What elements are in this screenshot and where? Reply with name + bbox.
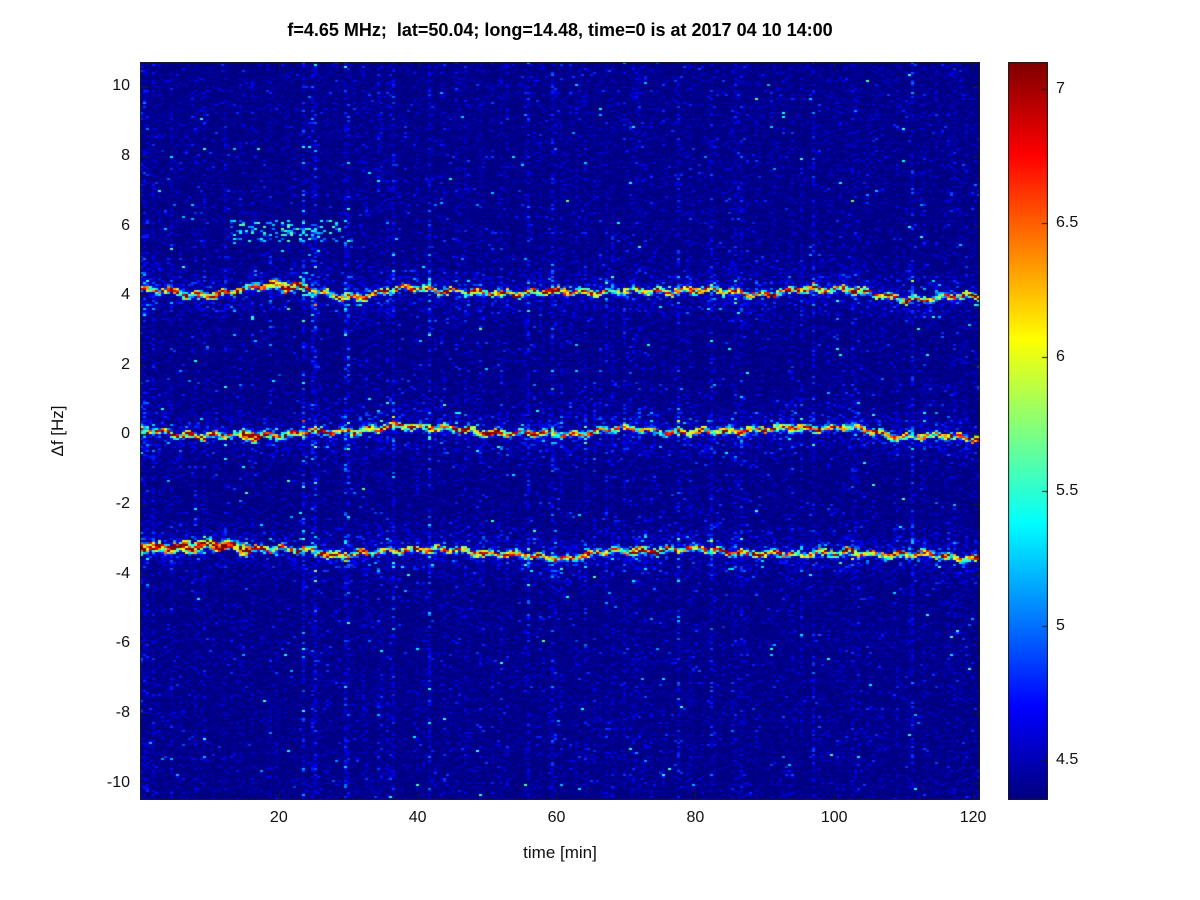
x-tick-label: 20 [269, 809, 288, 826]
y-tick-label: -4 [115, 564, 130, 582]
colorbar-tick-label: 4.5 [1056, 750, 1079, 768]
x-tick-label: 80 [686, 809, 705, 826]
y-axis-label: Δf [Hz] [48, 405, 67, 457]
colorbar-tick-label: 6.5 [1056, 214, 1079, 232]
y-tick-label: -8 [115, 703, 130, 721]
x-tick-label: 40 [408, 809, 427, 826]
y-tick-label: 2 [121, 355, 130, 373]
x-tick-label: 60 [547, 809, 566, 826]
colorbar-tick-label: 6 [1056, 348, 1065, 366]
x-tick-label: 120 [959, 809, 987, 826]
y-tick-label: -10 [106, 773, 130, 791]
y-tick-label: 6 [121, 216, 130, 234]
heatmap-canvas [140, 62, 980, 800]
colorbar [1008, 62, 1048, 800]
y-tick-label: 4 [121, 286, 130, 304]
y-tick-label: 10 [112, 77, 130, 95]
chart-title: f=4.65 MHz; lat=50.04; long=14.48, time=… [287, 20, 833, 40]
colorbar-tick-label: 7 [1056, 79, 1065, 97]
y-tick-label: 0 [121, 425, 130, 443]
y-tick-label: -2 [115, 495, 130, 513]
colorbar-tick-label: 5.5 [1056, 482, 1079, 500]
y-tick-label: 8 [121, 146, 130, 164]
y-tick-label: -6 [115, 634, 130, 652]
colorbar-tick-label: 5 [1056, 616, 1065, 634]
x-axis-label: time [min] [523, 843, 597, 862]
x-tick-label: 100 [820, 809, 848, 826]
